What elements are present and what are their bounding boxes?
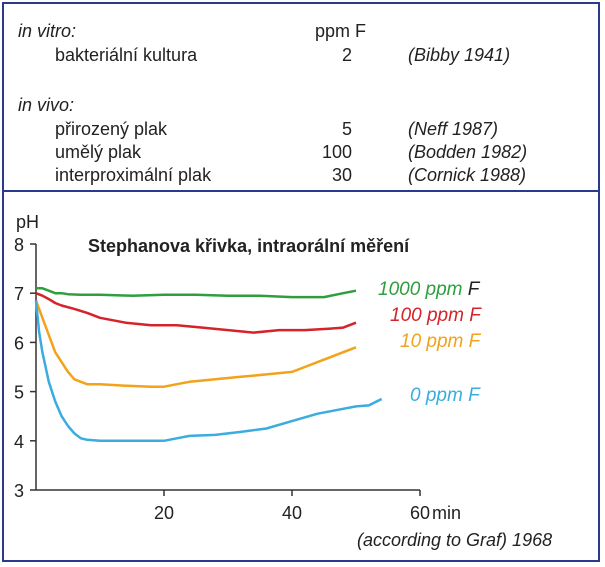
legend-label: 100 ppm F <box>390 305 482 326</box>
figure-frame <box>2 2 600 562</box>
invivo-row-ref: (Cornick 1988) <box>408 165 527 185</box>
x-tick-label: 20 <box>154 503 174 523</box>
x-tick-label: 40 <box>282 503 302 523</box>
invitro-row-value: 2 <box>341 45 352 65</box>
invivo-row-label: přirozený plak <box>55 119 168 139</box>
unit-header: ppm F <box>315 21 367 41</box>
invivo-row-label: interproximální plak <box>55 165 212 185</box>
invivo-row-value: 100 <box>321 142 352 162</box>
source-note: (according to Graf) 1968 <box>357 530 552 550</box>
legend-label: 0 ppm F <box>410 385 481 406</box>
invivo-label: in vivo: <box>18 95 75 115</box>
y-tick-label: 3 <box>14 481 24 501</box>
invivo-row-ref: (Bodden 1982) <box>408 142 528 162</box>
invivo-row-value: 30 <box>331 165 352 185</box>
invitro-row-ref: (Bibby 1941) <box>408 45 511 65</box>
series-line <box>36 287 357 299</box>
legend-label: 1000 ppm F <box>378 279 481 300</box>
y-tick-label: 4 <box>14 432 24 452</box>
y-tick-label: 6 <box>14 333 24 353</box>
y-tick-label: 8 <box>14 235 24 255</box>
legend-label: 10 ppm F <box>400 331 482 352</box>
series-line <box>34 300 383 443</box>
y-axis-label: pH <box>16 212 39 232</box>
x-tick-label: 60 <box>410 503 430 523</box>
series-line <box>34 300 357 388</box>
y-tick-label: 7 <box>14 284 24 304</box>
chart-title: Stephanova křivka, intraorální měření <box>88 236 410 256</box>
invitro-label: in vitro: <box>18 21 77 41</box>
section-divider <box>2 190 600 192</box>
y-tick-label: 5 <box>14 383 24 403</box>
invitro-row-label: bakteriální kultura <box>55 45 198 65</box>
series-line <box>35 292 357 334</box>
invivo-row-value: 5 <box>341 119 352 139</box>
invivo-row-ref: (Neff 1987) <box>408 119 499 139</box>
invivo-row-label: umělý plak <box>55 142 142 162</box>
x-axis-label: min <box>432 503 461 523</box>
